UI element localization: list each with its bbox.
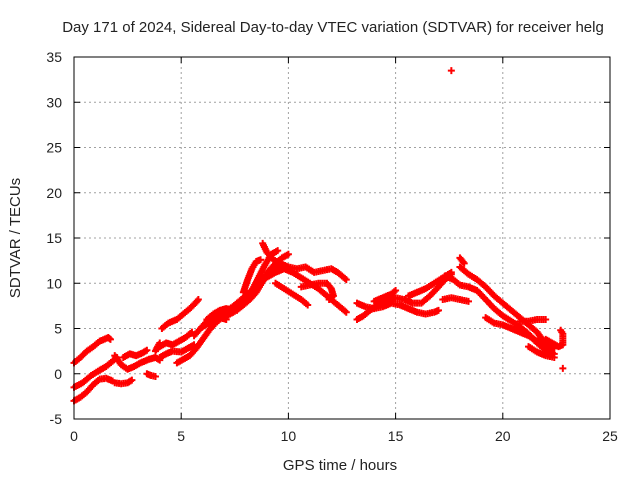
data-point: [143, 346, 151, 354]
data-point: [274, 247, 282, 255]
y-tick-label: 5: [54, 321, 62, 337]
data-point: [284, 250, 292, 258]
y-tick-label: 25: [46, 140, 62, 156]
y-tick-label: -5: [50, 411, 63, 427]
data-point: [106, 335, 114, 343]
y-tick-label: 10: [46, 275, 62, 291]
data-point: [151, 372, 159, 380]
data-markers: [70, 67, 567, 405]
data-point: [392, 286, 400, 294]
x-tick-label: 25: [602, 428, 618, 444]
x-tick-label: 15: [388, 428, 404, 444]
data-point: [257, 256, 265, 264]
x-tick-label: 20: [495, 428, 511, 444]
data-point: [304, 301, 312, 309]
x-tick-label: 5: [177, 428, 185, 444]
data-point: [542, 315, 550, 323]
x-tick-label: 0: [70, 428, 78, 444]
data-point: [559, 364, 567, 372]
data-point: [128, 376, 136, 384]
data-point: [342, 308, 350, 316]
y-axis-label: SDTVAR / TECUs: [7, 178, 24, 298]
data-point: [557, 326, 565, 334]
y-tick-label: 0: [54, 366, 62, 382]
y-tick-label: 30: [46, 94, 62, 110]
x-tick-label: 10: [281, 428, 297, 444]
data-point: [434, 306, 442, 314]
chart-title: Day 171 of 2024, Sidereal Day-to-day VTE…: [62, 19, 604, 36]
data-point: [447, 268, 455, 276]
data-point: [194, 296, 202, 304]
x-axis-label: GPS time / hours: [283, 457, 397, 474]
data-point: [464, 297, 472, 305]
data-point: [325, 296, 333, 304]
data-point: [550, 353, 558, 361]
axis-ticks: 0 5 10 15 20 25 -5 0 5 10 15 20 25 30 35: [46, 49, 618, 444]
data-point: [447, 67, 455, 75]
data-point: [460, 259, 468, 267]
data-point: [342, 276, 350, 284]
y-tick-label: 20: [46, 185, 62, 201]
y-tick-label: 15: [46, 230, 62, 246]
y-tick-label: 35: [46, 49, 62, 65]
